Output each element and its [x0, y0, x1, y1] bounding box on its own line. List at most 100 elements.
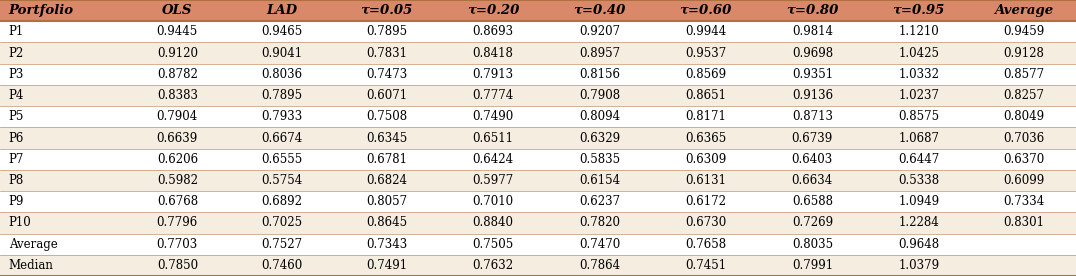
- Text: P9: P9: [9, 195, 24, 208]
- Text: 0.7505: 0.7505: [472, 238, 513, 251]
- Text: 0.6781: 0.6781: [366, 153, 407, 166]
- Text: 1.0425: 1.0425: [898, 47, 939, 60]
- Text: P10: P10: [9, 216, 31, 229]
- Text: 0.9041: 0.9041: [260, 47, 302, 60]
- Text: 0.9814: 0.9814: [792, 25, 833, 38]
- Text: 0.8782: 0.8782: [157, 68, 198, 81]
- Text: 0.6309: 0.6309: [685, 153, 726, 166]
- Text: 0.9136: 0.9136: [792, 89, 833, 102]
- Text: 0.5835: 0.5835: [579, 153, 620, 166]
- Text: 0.7933: 0.7933: [260, 110, 302, 123]
- Text: 0.6588: 0.6588: [792, 195, 833, 208]
- Text: 0.7491: 0.7491: [366, 259, 407, 272]
- Text: 0.9207: 0.9207: [579, 25, 620, 38]
- Text: 0.7473: 0.7473: [366, 68, 408, 81]
- Bar: [0, 0, 1076, 21]
- Text: P3: P3: [9, 68, 24, 81]
- Text: 0.8651: 0.8651: [685, 89, 726, 102]
- Text: 0.6447: 0.6447: [898, 153, 939, 166]
- Text: 0.8575: 0.8575: [898, 110, 939, 123]
- Text: 0.9648: 0.9648: [898, 238, 939, 251]
- Text: 0.6634: 0.6634: [792, 174, 833, 187]
- Bar: [0, 233, 1076, 255]
- Text: 0.7820: 0.7820: [579, 216, 620, 229]
- Text: 0.8094: 0.8094: [579, 110, 620, 123]
- Text: 0.7991: 0.7991: [792, 259, 833, 272]
- Text: 0.7025: 0.7025: [260, 216, 302, 229]
- Text: 1.0379: 1.0379: [898, 259, 939, 272]
- Text: 0.8036: 0.8036: [260, 68, 302, 81]
- Text: 1.2284: 1.2284: [898, 216, 939, 229]
- Bar: [0, 255, 1076, 276]
- Text: Median: Median: [9, 259, 54, 272]
- Bar: [0, 21, 1076, 43]
- Text: 1.0687: 1.0687: [898, 131, 939, 145]
- Text: 0.6345: 0.6345: [366, 131, 408, 145]
- Text: P1: P1: [9, 25, 24, 38]
- Text: 0.9459: 0.9459: [1003, 25, 1045, 38]
- Text: 0.6511: 0.6511: [472, 131, 513, 145]
- Text: 0.9120: 0.9120: [157, 47, 198, 60]
- Text: 0.5754: 0.5754: [260, 174, 302, 187]
- Text: τ=0.60: τ=0.60: [680, 4, 732, 17]
- Text: 0.7904: 0.7904: [157, 110, 198, 123]
- Text: LAD: LAD: [266, 4, 297, 17]
- Text: 0.7527: 0.7527: [260, 238, 302, 251]
- Text: 0.6237: 0.6237: [579, 195, 620, 208]
- Text: 0.6370: 0.6370: [1003, 153, 1045, 166]
- Text: 0.7913: 0.7913: [472, 68, 513, 81]
- Text: τ=0.40: τ=0.40: [574, 4, 625, 17]
- Text: 0.6639: 0.6639: [157, 131, 198, 145]
- Text: 0.7632: 0.7632: [472, 259, 513, 272]
- Text: 0.7508: 0.7508: [366, 110, 407, 123]
- Text: 0.7658: 0.7658: [685, 238, 726, 251]
- Text: τ=0.80: τ=0.80: [787, 4, 838, 17]
- Text: 0.8957: 0.8957: [579, 47, 620, 60]
- Text: 0.6071: 0.6071: [366, 89, 407, 102]
- Bar: [0, 64, 1076, 85]
- Text: 0.8301: 0.8301: [1004, 216, 1045, 229]
- Text: 0.8840: 0.8840: [472, 216, 513, 229]
- Text: 0.7908: 0.7908: [579, 89, 620, 102]
- Text: 0.7864: 0.7864: [579, 259, 620, 272]
- Text: 0.9465: 0.9465: [260, 25, 302, 38]
- Text: 0.8035: 0.8035: [792, 238, 833, 251]
- Text: 0.7010: 0.7010: [472, 195, 513, 208]
- Text: 0.5982: 0.5982: [157, 174, 198, 187]
- Text: 0.9351: 0.9351: [792, 68, 833, 81]
- Text: 0.6739: 0.6739: [792, 131, 833, 145]
- Text: 0.7796: 0.7796: [157, 216, 198, 229]
- Text: 0.8418: 0.8418: [472, 47, 513, 60]
- Text: 0.6172: 0.6172: [685, 195, 726, 208]
- Text: 0.8577: 0.8577: [1004, 68, 1045, 81]
- Text: 0.7831: 0.7831: [366, 47, 407, 60]
- Text: 1.0332: 1.0332: [898, 68, 939, 81]
- Text: 1.0237: 1.0237: [898, 89, 939, 102]
- Text: 0.5338: 0.5338: [898, 174, 939, 187]
- Text: 0.8645: 0.8645: [366, 216, 407, 229]
- Text: P7: P7: [9, 153, 24, 166]
- Text: 0.6892: 0.6892: [260, 195, 302, 208]
- Text: P5: P5: [9, 110, 24, 123]
- Text: 0.6206: 0.6206: [157, 153, 198, 166]
- Text: 0.8383: 0.8383: [157, 89, 198, 102]
- Text: 0.6730: 0.6730: [685, 216, 726, 229]
- Text: 0.5977: 0.5977: [472, 174, 513, 187]
- Text: 0.9944: 0.9944: [685, 25, 726, 38]
- Text: 0.6824: 0.6824: [366, 174, 407, 187]
- Text: 0.7036: 0.7036: [1003, 131, 1045, 145]
- Text: 0.7895: 0.7895: [366, 25, 407, 38]
- Text: 0.6131: 0.6131: [685, 174, 726, 187]
- Bar: [0, 170, 1076, 191]
- Text: 1.1210: 1.1210: [898, 25, 939, 38]
- Text: 0.6154: 0.6154: [579, 174, 620, 187]
- Text: P6: P6: [9, 131, 24, 145]
- Text: P8: P8: [9, 174, 24, 187]
- Text: 0.7490: 0.7490: [472, 110, 513, 123]
- Text: 0.6329: 0.6329: [579, 131, 620, 145]
- Text: 0.7895: 0.7895: [260, 89, 302, 102]
- Bar: [0, 191, 1076, 212]
- Text: P2: P2: [9, 47, 24, 60]
- Text: 0.8257: 0.8257: [1004, 89, 1045, 102]
- Bar: [0, 128, 1076, 148]
